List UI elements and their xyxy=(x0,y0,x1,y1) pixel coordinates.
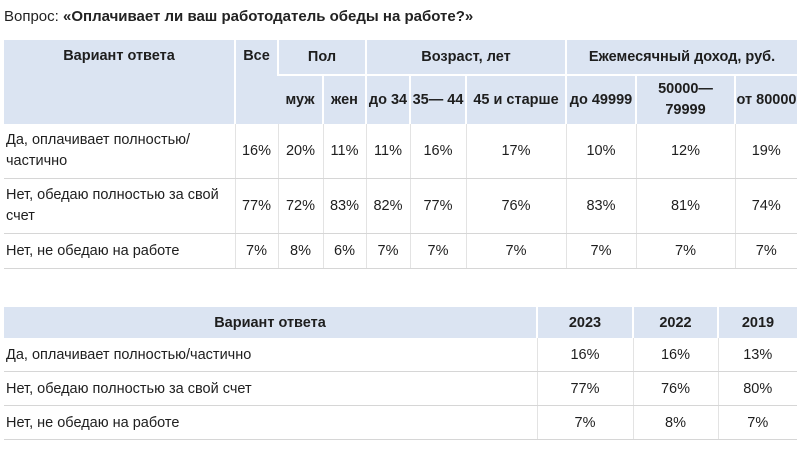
question-line: Вопрос: «Оплачивает ли ваш работодатель … xyxy=(4,8,473,25)
header-age-under-34: до 34 xyxy=(365,74,410,124)
cell-value: 7% xyxy=(234,233,278,269)
header-income: Ежемесячный доход, руб. xyxy=(565,40,797,75)
table-row: Да, оплачивает полностью/ частично 16% 20%… xyxy=(4,124,797,179)
row-label: Нет, не обедаю на работе xyxy=(4,405,537,440)
header-income-mid: 50000— 79999 xyxy=(635,74,735,124)
question-prefix: Вопрос: xyxy=(4,8,59,25)
cell-value: 7% xyxy=(365,233,410,269)
question-text: «Оплачивает ли ваш работодатель обеды на… xyxy=(63,8,474,25)
cell-value: 82% xyxy=(365,178,410,234)
header-income-high: от 80000 xyxy=(734,74,797,124)
table-row: Нет, обедаю полностью за свой счет 77% 72%… xyxy=(4,178,797,234)
header-year-2022: 2022 xyxy=(632,307,718,338)
cell-value: 76% xyxy=(465,178,566,234)
header-option: Вариант ответа xyxy=(4,40,235,124)
cell-value: 8% xyxy=(277,233,323,269)
cell-value: 16% xyxy=(632,338,718,372)
cell-value: 7% xyxy=(717,405,797,440)
cell-value: 76% xyxy=(632,371,718,406)
header-age: Возраст, лет xyxy=(365,40,566,75)
table-row: Нет, обедаю полностью за свой счет 77% 76%… xyxy=(4,371,797,406)
header-male: муж xyxy=(278,74,323,124)
header-age-35-44: 35— 44 xyxy=(409,74,466,124)
cell-value: 80% xyxy=(717,371,797,406)
cell-value: 19% xyxy=(734,124,797,179)
table-row: Нет, не обедаю на работе 7% 8% 6% 7% 7% 7% 7% 7%… xyxy=(4,233,797,269)
cell-value: 17% xyxy=(465,124,566,179)
cell-value: 83% xyxy=(322,178,366,234)
cell-value: 7% xyxy=(465,233,566,269)
cell-value: 77% xyxy=(409,178,466,234)
cell-value: 16% xyxy=(409,124,466,179)
header-year-2019: 2019 xyxy=(717,307,797,338)
cell-value: 11% xyxy=(322,124,366,179)
table-row: Нет, не обедаю на работе 7% 8% 7% xyxy=(4,405,797,440)
cell-value: 77% xyxy=(234,178,278,234)
header-gender: Пол xyxy=(277,40,366,75)
cell-value: 6% xyxy=(322,233,366,269)
cell-value: 7% xyxy=(409,233,466,269)
table-row: Да, оплачивает полностью/частично 16% 16% 1… xyxy=(4,338,797,372)
header-income-low: до 49999 xyxy=(565,74,636,124)
cell-value: 8% xyxy=(632,405,718,440)
row-label: Да, оплачивает полностью/частично xyxy=(4,338,537,372)
cell-value: 83% xyxy=(565,178,636,234)
header-age-45-plus: 45 и старше xyxy=(465,74,566,124)
header-all: Все xyxy=(234,40,278,124)
cell-value: 72% xyxy=(277,178,323,234)
cell-value: 20% xyxy=(277,124,323,179)
cell-value: 81% xyxy=(635,178,735,234)
survey-years-table: Вариант ответа 2023 2022 2019 Да, оплачи… xyxy=(4,307,797,440)
cell-value: 7% xyxy=(536,405,633,440)
cell-value: 16% xyxy=(536,338,633,372)
row-label: Нет, обедаю полностью за свой счет xyxy=(4,178,235,234)
cell-value: 10% xyxy=(565,124,636,179)
cell-value: 16% xyxy=(234,124,278,179)
header-option: Вариант ответа xyxy=(4,307,537,338)
row-label: Да, оплачивает полностью/ частично xyxy=(4,124,235,179)
cell-value: 7% xyxy=(635,233,735,269)
cell-value: 74% xyxy=(734,178,797,234)
row-label: Нет, не обедаю на работе xyxy=(4,233,235,269)
header-female: жен xyxy=(322,74,366,124)
cell-value: 12% xyxy=(635,124,735,179)
cell-value: 11% xyxy=(365,124,410,179)
cell-value: 7% xyxy=(565,233,636,269)
row-label: Нет, обедаю полностью за свой счет xyxy=(4,371,537,406)
survey-breakdown-table: Вариант ответа Все Пол Возраст, лет Ежем… xyxy=(4,40,797,269)
header-year-2023: 2023 xyxy=(536,307,633,338)
cell-value: 13% xyxy=(717,338,797,372)
cell-value: 77% xyxy=(536,371,633,406)
cell-value: 7% xyxy=(734,233,797,269)
